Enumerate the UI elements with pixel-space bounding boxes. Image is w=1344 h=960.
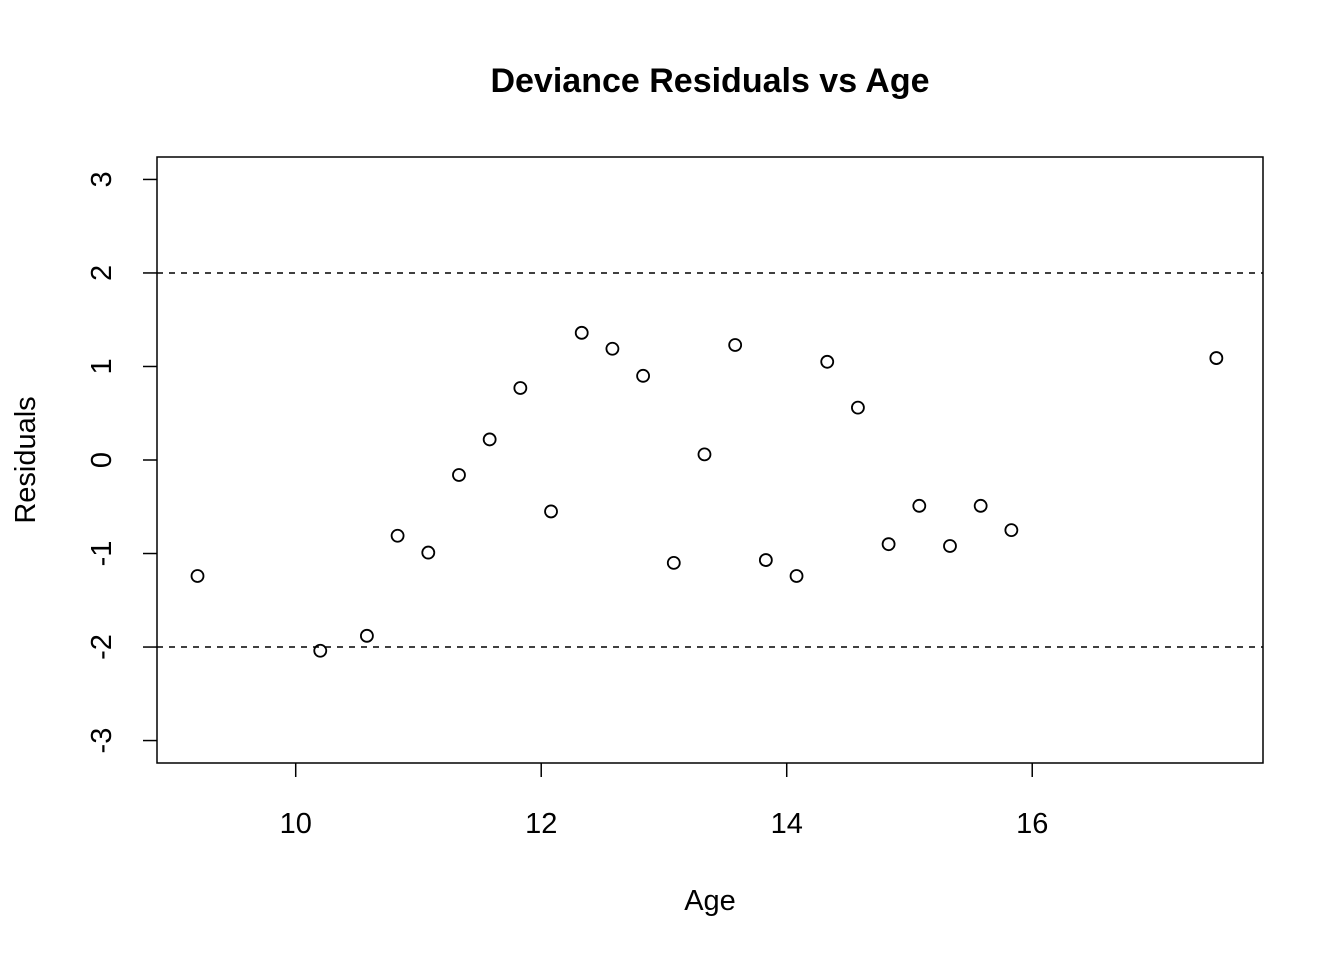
data-points <box>190 325 1224 658</box>
data-point <box>758 553 773 567</box>
y-tick-label: -3 <box>86 728 118 754</box>
y-tick-label: 0 <box>86 452 118 468</box>
data-point <box>851 400 865 415</box>
y-tick-label: 1 <box>86 358 118 374</box>
y-axis-label: Residuals <box>10 396 42 523</box>
data-point <box>421 545 436 560</box>
data-point <box>313 643 328 658</box>
y-tick-label: 2 <box>86 265 118 281</box>
data-point <box>544 504 558 519</box>
data-point <box>697 447 712 462</box>
data-point <box>728 338 743 352</box>
data-point <box>513 381 528 395</box>
reference-lines <box>157 272 1263 648</box>
data-point <box>190 569 205 583</box>
y-tick-label: -2 <box>86 634 118 660</box>
data-point <box>605 341 620 356</box>
data-point <box>360 628 374 643</box>
y-axis: -3 -2 -1 0 1 2 3 <box>86 171 157 753</box>
data-point <box>574 325 589 340</box>
data-point <box>1209 351 1224 365</box>
x-tick-label: 12 <box>525 808 557 840</box>
chart-title: Deviance Residuals vs Age <box>490 62 929 100</box>
data-point <box>452 468 466 482</box>
data-point <box>789 569 804 583</box>
data-point <box>973 498 988 513</box>
data-point <box>881 537 896 552</box>
y-tick-label: -1 <box>86 541 118 567</box>
data-point <box>820 354 835 369</box>
x-tick-label: 14 <box>771 808 803 840</box>
x-axis: 10 12 14 16 <box>280 763 1048 840</box>
x-tick-label: 16 <box>1016 808 1048 840</box>
data-point <box>666 555 681 570</box>
plot-frame <box>156 156 1264 764</box>
x-axis-label: Age <box>684 885 736 917</box>
x-tick-label: 10 <box>280 808 312 840</box>
data-point <box>912 498 927 513</box>
data-point <box>482 432 497 447</box>
data-point <box>390 528 405 543</box>
data-point <box>636 368 650 383</box>
data-point <box>1004 523 1019 538</box>
y-tick-label: 3 <box>86 171 118 187</box>
data-point <box>943 539 957 553</box>
